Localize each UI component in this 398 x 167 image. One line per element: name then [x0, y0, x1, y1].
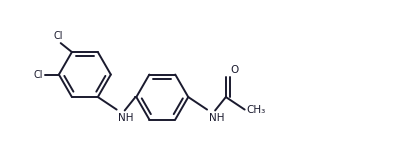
Text: NH: NH [119, 113, 134, 123]
Text: Cl: Cl [54, 31, 63, 41]
Text: CH₃: CH₃ [246, 105, 266, 115]
Text: NH: NH [209, 113, 224, 123]
Text: O: O [230, 65, 238, 75]
Text: Cl: Cl [34, 69, 43, 79]
